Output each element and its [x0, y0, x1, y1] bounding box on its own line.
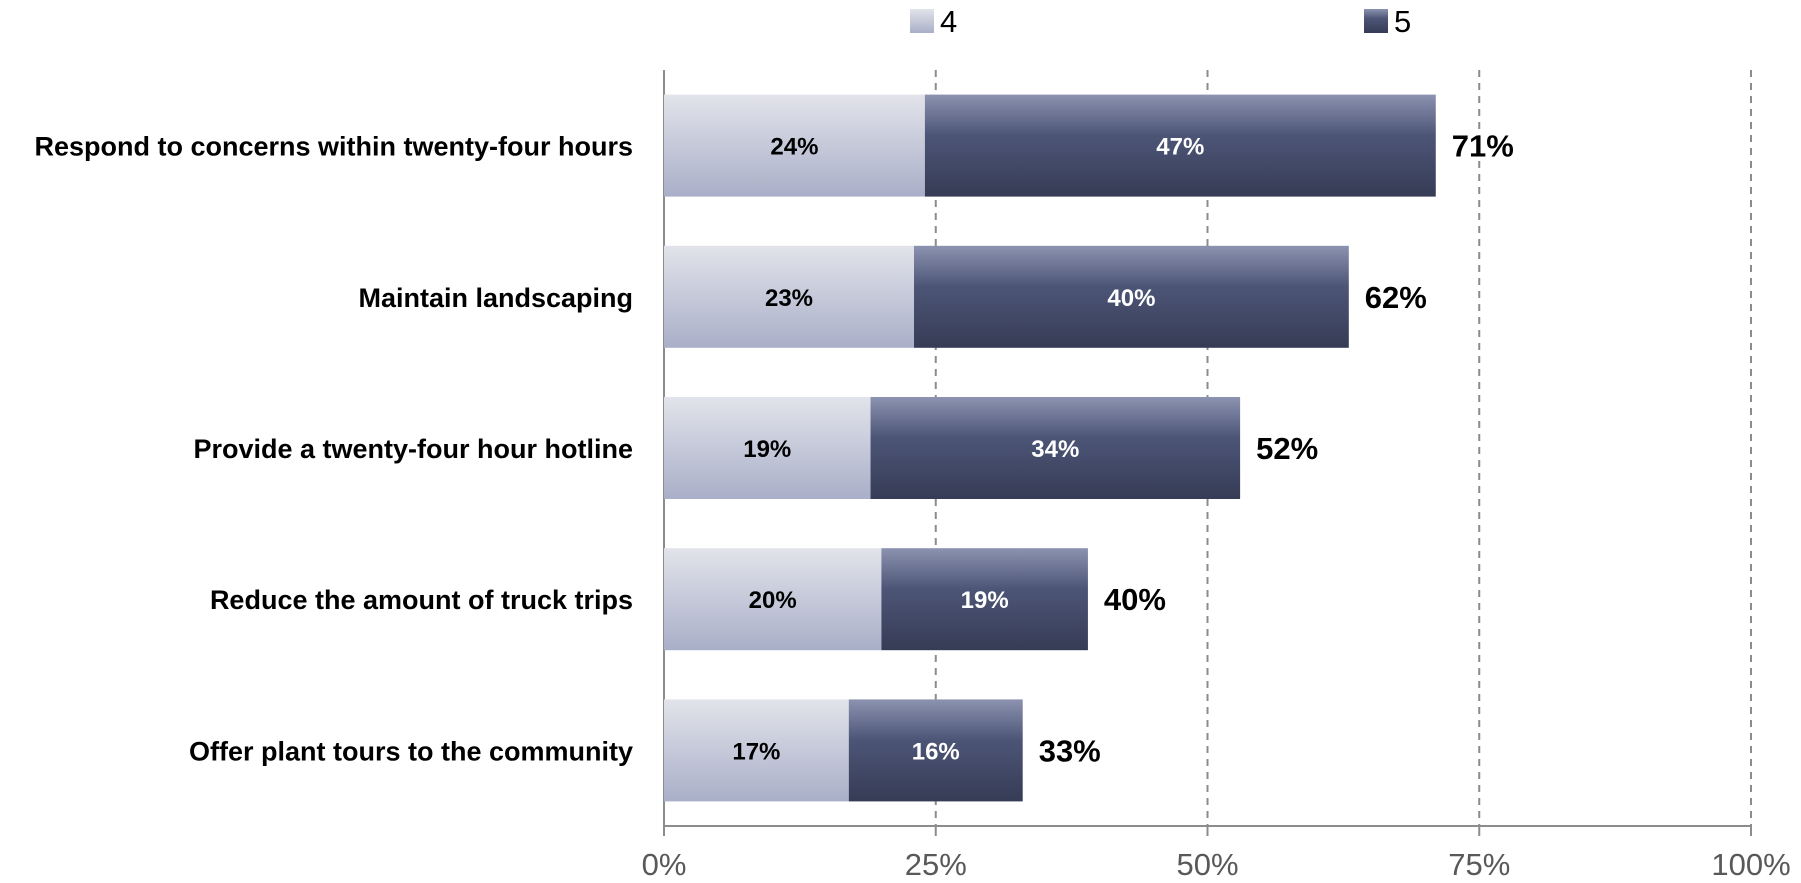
x-tick-label: 0%: [642, 847, 687, 882]
total-label: 52%: [1256, 431, 1318, 466]
legend-swatch-5: [1364, 9, 1388, 33]
category-label: Provide a twenty-four hour hotline: [193, 434, 633, 464]
x-tick-label: 25%: [905, 847, 967, 882]
x-tick-label: 75%: [1448, 847, 1510, 882]
bar-segment-series-4: [664, 699, 849, 802]
bar-segment-series-5: [848, 699, 1023, 802]
bar-segment-series-5: [881, 548, 1088, 651]
legend: 4 5: [910, 4, 1411, 39]
bar-segment-series-5: [924, 94, 1436, 197]
x-axis-ticks: 0% 25% 50% 75% 100%: [642, 826, 1791, 882]
bar-segment-series-4: [664, 397, 871, 499]
data-label-series-4: 20%: [749, 587, 797, 614]
data-label-series-4: 17%: [732, 738, 780, 765]
total-label: 33%: [1039, 733, 1101, 768]
bar-segment-series-4: [664, 548, 882, 651]
category-label: Reduce the amount of truck trips: [210, 585, 633, 615]
bar-segment-series-4: [664, 245, 915, 348]
total-label: 71%: [1452, 129, 1514, 164]
bars: 24% 47% 71% 23% 40% 62% 19% 34% 52% 20% 19% 40% 17% 1…: [664, 94, 1514, 802]
legend-label-4: 4: [940, 4, 957, 39]
data-label-series-5: 40%: [1107, 285, 1155, 312]
data-label-series-5: 16%: [912, 738, 960, 765]
x-tick-label: 50%: [1176, 847, 1238, 882]
legend-label-5: 5: [1394, 4, 1411, 39]
data-label-series-5: 19%: [961, 587, 1009, 614]
data-label-series-5: 47%: [1156, 134, 1204, 161]
bar-segment-series-5: [914, 245, 1349, 348]
bar-segment-series-4: [664, 94, 925, 197]
category-label: Respond to concerns within twenty-four h…: [34, 132, 633, 162]
total-label: 62%: [1365, 280, 1427, 315]
category-label: Offer plant tours to the community: [189, 736, 633, 766]
data-label-series-4: 19%: [743, 436, 791, 463]
data-label-series-5: 34%: [1031, 436, 1079, 463]
x-tick-label: 100%: [1711, 847, 1790, 882]
data-label-series-4: 23%: [765, 285, 813, 312]
legend-swatch-4: [910, 9, 934, 33]
total-label: 40%: [1104, 582, 1166, 617]
category-label: Maintain landscaping: [358, 283, 633, 313]
data-label-series-4: 24%: [770, 134, 818, 161]
category-labels: Respond to concerns within twenty-four h…: [34, 132, 633, 767]
bar-segment-series-5: [870, 397, 1241, 499]
